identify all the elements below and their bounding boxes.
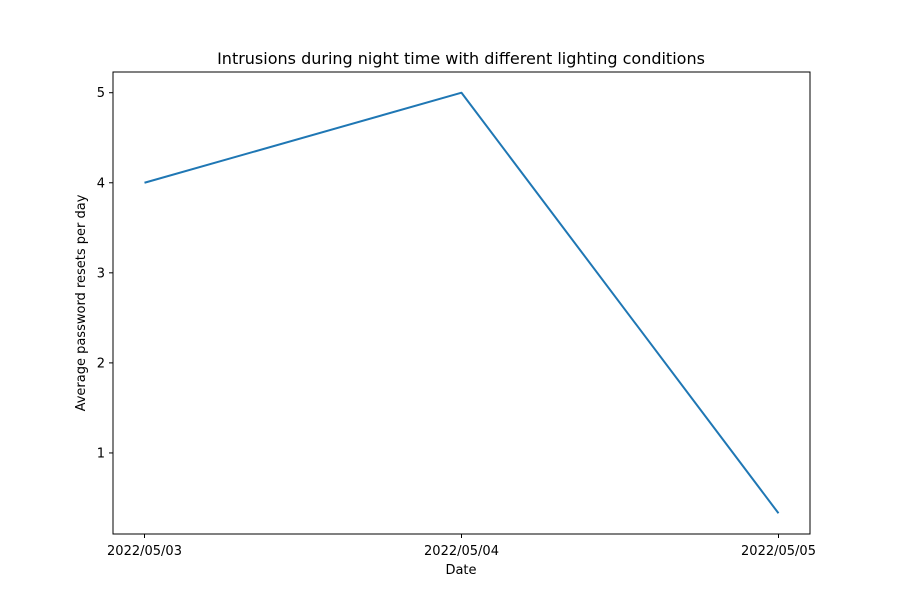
x-tick-label: 2022/05/05	[741, 544, 816, 559]
series-line	[144, 91, 780, 514]
y-tick-label: 1	[97, 446, 105, 461]
y-tick-label: 3	[97, 266, 105, 281]
plot-area	[112, 71, 811, 535]
series-group	[144, 91, 780, 514]
y-tick-label: 5	[97, 86, 105, 101]
chart-title: Intrusions during night time with differ…	[217, 49, 705, 68]
y-axis-label: Average password resets per day	[74, 194, 89, 411]
x-axis: 2022/05/03 2022/05/04 2022/05/05	[107, 534, 816, 559]
y-axis: 1 2 3 4 5	[97, 86, 113, 461]
x-tick-label: 2022/05/04	[424, 544, 499, 559]
x-tick-label: 2022/05/03	[107, 544, 182, 559]
y-tick-label: 2	[97, 356, 105, 371]
x-axis-label: Date	[445, 563, 476, 578]
y-tick-label: 4	[97, 176, 105, 191]
